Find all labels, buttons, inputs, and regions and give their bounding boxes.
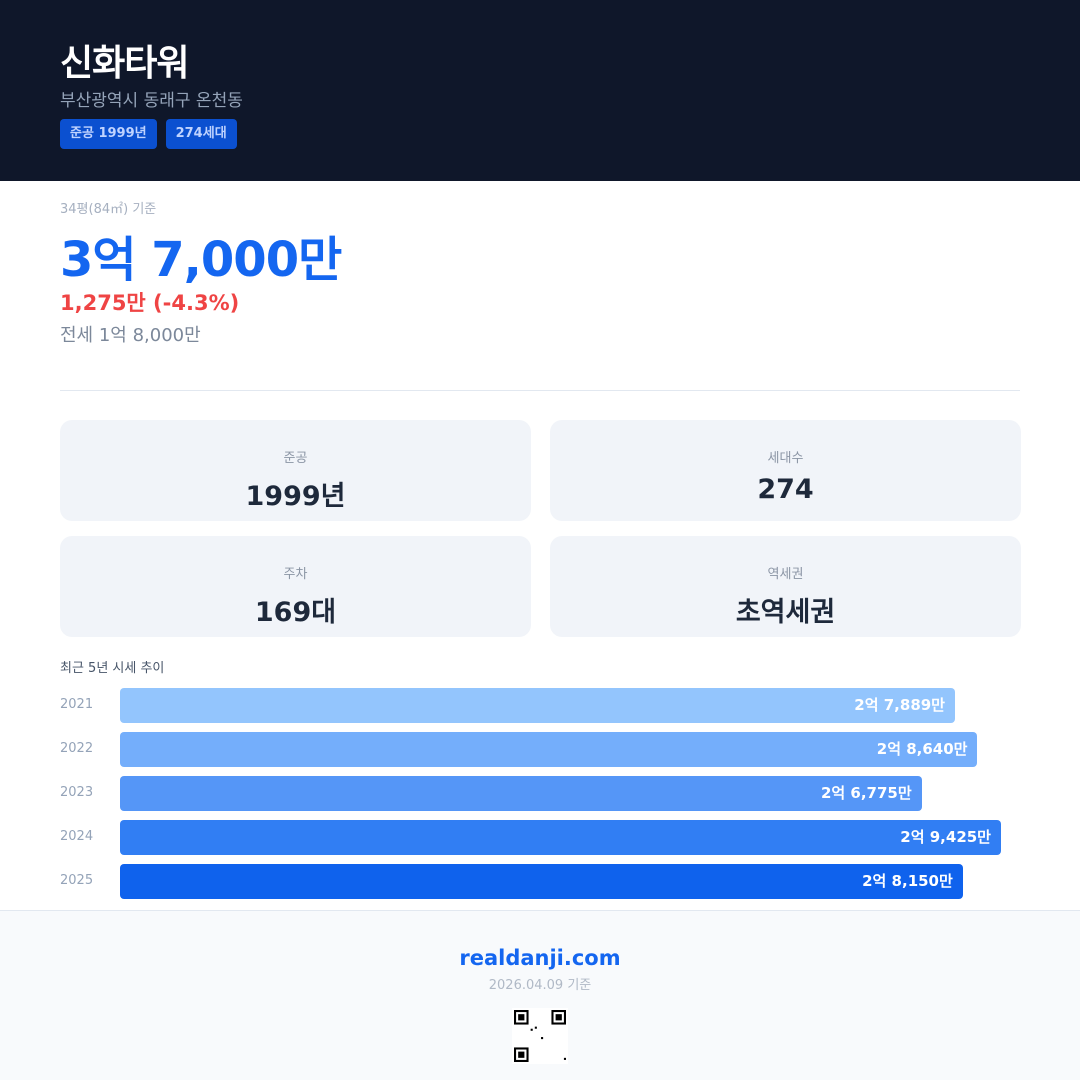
trend-bar: 2억 6,775만 [120,776,922,811]
reference-date: 2026.04.09 기준 [488,978,592,993]
trend-year: 2025 [60,873,94,888]
trend-row: 2023 2억 6,775만 [60,776,1020,811]
card-households: 세대수 274 [550,420,1021,521]
qr-code-icon [512,1008,568,1064]
address: 부산광역시 동래구 온천동 [60,91,243,111]
price-change: 1,275만 (-4.3%) [60,291,240,315]
trend-row: 2022 2억 8,640만 [60,732,1020,767]
price-basis: 34평(84㎡) 기준 [60,202,157,217]
complex-title: 신화타워 [60,43,189,84]
trend-title: 최근 5년 시세 추이 [60,661,165,676]
footer: realdanji.com 2026.04.09 기준 [0,910,1080,1080]
card-value: 169대 [254,597,337,628]
trend-year: 2022 [60,741,94,756]
site-link[interactable]: realdanji.com [459,946,621,970]
card-parking: 주차 169대 [60,536,531,637]
badge-built-year: 준공 1999년 [60,119,157,149]
card-label: 세대수 [767,451,804,466]
trend-year: 2023 [60,785,94,800]
card-built: 준공 1999년 [60,420,531,521]
header: 신화타워 부산광역시 동래구 온천동 준공 1999년 274세대 [0,0,1080,181]
trend-row: 2021 2억 7,889만 [60,688,1020,723]
trend-row: 2024 2억 9,425만 [60,820,1020,855]
card-value: 1999년 [245,481,346,512]
card-label: 준공 [283,451,308,466]
sale-price: 3억 7,000만 [60,232,342,288]
trend-bar: 2억 7,889만 [120,688,955,723]
card-value: 274 [757,474,814,505]
trend-year: 2021 [60,697,94,712]
card-value: 초역세권 [735,597,836,628]
jeonse-price: 전세 1억 8,000만 [60,325,201,346]
trend-year: 2024 [60,829,94,844]
badge-households: 274세대 [165,119,237,149]
trend-bar: 2억 9,425만 [120,820,1001,855]
card-label: 역세권 [767,567,804,582]
divider [60,390,1020,391]
trend-bar: 2억 8,150만 [120,864,963,899]
trend-row: 2025 2억 8,150만 [60,864,1020,899]
card-label: 주차 [283,567,308,582]
trend-bar: 2억 8,640만 [120,732,978,767]
